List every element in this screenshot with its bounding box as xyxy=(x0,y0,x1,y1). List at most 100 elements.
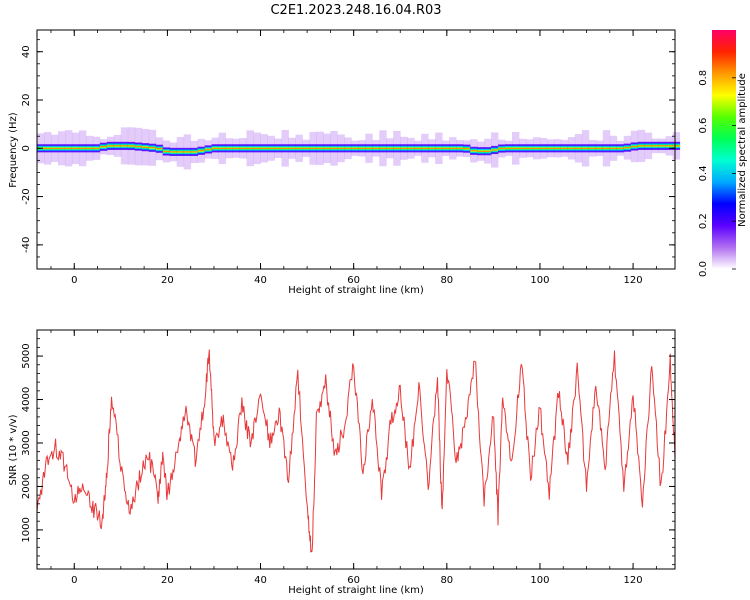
spectrogram-core-cell xyxy=(637,142,646,149)
spectrogram-core-cell xyxy=(456,145,464,152)
spectrogram-core-cell xyxy=(407,145,415,152)
spectrogram-core-cell xyxy=(246,145,254,152)
spectrogram-core-cell xyxy=(169,149,178,155)
colorbar-gradient xyxy=(712,30,736,269)
colorbar-tick-label: 0.4 xyxy=(698,165,709,181)
spectrogram-core-cell xyxy=(274,145,282,152)
spectrogram-core-cell xyxy=(505,145,513,152)
spectrogram-core-cell xyxy=(330,145,338,152)
spectrogram-core-cell xyxy=(267,145,275,152)
spectrogram-x-tick-label: 20 xyxy=(161,275,174,286)
spectrogram-core-cell xyxy=(78,145,87,152)
spectrogram-x-axis: 0 20 40 60 80 100 120 xyxy=(50,30,657,286)
spectrogram-core-cell xyxy=(532,145,541,152)
snr-y-axis: 1000 2000 3000 4000 5000 xyxy=(21,329,675,566)
spectrogram-panel: 0 20 40 60 80 100 120 -40 -20 0 20 40 Height of st… xyxy=(8,29,681,296)
spectrogram-core-cell xyxy=(665,142,674,149)
spectrogram-core-cell xyxy=(64,145,73,152)
spectrogram-core-cell xyxy=(302,145,310,152)
spectrogram-core-cell xyxy=(470,147,478,154)
snr-y-tick-label: 1000 xyxy=(21,517,32,542)
spectrogram-core-cell xyxy=(560,145,569,152)
spectrogram-core-cell xyxy=(365,145,373,152)
spectrogram-core-cell xyxy=(309,145,317,152)
spectrogram-x-tick-label: 60 xyxy=(347,275,360,286)
spectrogram-core-cell xyxy=(379,145,387,152)
snr-x-tick-label: 120 xyxy=(624,575,643,586)
spectrogram-core-cell xyxy=(162,148,171,155)
spectrogram-core-cell xyxy=(106,142,115,149)
spectrogram-core-cell xyxy=(672,142,681,149)
spectrogram-x-tick-label: 100 xyxy=(530,275,549,286)
spectrogram-core-cell xyxy=(43,145,52,152)
spectrogram-core-cell xyxy=(183,149,192,155)
spectrogram-core-cell xyxy=(57,145,66,152)
spectrogram-core-cell xyxy=(141,144,150,151)
spectrogram-core-cell xyxy=(546,145,555,152)
spectrogram-core-cell xyxy=(190,149,199,155)
snr-panel: 0 20 40 60 80 100 120 1000 2000 3000 4000 5000 Hei… xyxy=(8,329,676,596)
spectrogram-core-cell xyxy=(658,142,667,149)
spectrogram-core-cell xyxy=(581,145,590,152)
spectrogram-core-cell xyxy=(148,144,157,151)
spectrogram-core-cell xyxy=(602,145,611,152)
snr-x-tick-label: 40 xyxy=(254,575,267,586)
spectrogram-y-tick-label: -20 xyxy=(21,188,32,204)
spectrogram-core-cell xyxy=(372,145,380,152)
spectrogram-core-cell xyxy=(344,145,352,152)
spectrogram-core-cell xyxy=(113,142,122,149)
spectrogram-core-cell xyxy=(623,144,632,151)
snr-plot-area xyxy=(37,330,675,569)
spectrogram-core-cell xyxy=(253,145,261,152)
snr-x-tick-label: 60 xyxy=(347,575,360,586)
snr-x-tick-label: 80 xyxy=(440,575,453,586)
spectrogram-core-cell xyxy=(518,145,527,152)
spectrogram-core-cell xyxy=(85,145,94,152)
spectrogram-core-cell xyxy=(120,142,129,149)
spectrogram-x-axis-label: Height of straight line (km) xyxy=(288,285,424,296)
colorbar-tick-label: 0.6 xyxy=(698,118,709,134)
spectrogram-core-cell xyxy=(134,143,143,150)
snr-y-tick-label: 4000 xyxy=(21,387,32,412)
spectrogram-y-tick-label: 0 xyxy=(21,145,32,151)
spectrogram-core-cell xyxy=(71,145,80,152)
snr-y-tick-label: 3000 xyxy=(21,430,32,455)
snr-series-line xyxy=(36,349,676,553)
snr-x-tick-label: 0 xyxy=(71,575,77,586)
spectrogram-core-cell xyxy=(239,145,247,152)
spectrogram-core-cell xyxy=(428,145,436,152)
spectrogram-core-cell xyxy=(232,145,240,152)
spectrogram-core-cell xyxy=(567,145,576,152)
figure-title: C2E1.2023.248.16.04.R03 xyxy=(270,3,441,18)
spectrogram-core-cell xyxy=(477,148,485,155)
spectrogram-core-cell xyxy=(316,145,324,152)
spectrogram-core-cell xyxy=(288,145,296,152)
spectrogram-core-cell xyxy=(484,148,492,155)
spectrogram-core-cell xyxy=(218,145,227,152)
spectrogram-core-cell xyxy=(421,145,429,152)
spectrogram-core-cell xyxy=(358,145,366,152)
snr-x-tick-label: 20 xyxy=(161,575,174,586)
spectrogram-core-cell xyxy=(616,145,625,152)
spectrogram-y-axis-label: Frequency (Hz) xyxy=(8,112,19,188)
spectrogram-core-cell xyxy=(525,145,534,152)
spectrogram-core-cell xyxy=(574,145,583,152)
spectrogram-y-tick-label: -40 xyxy=(21,237,32,253)
spectrogram-core-cell xyxy=(323,145,331,152)
spectrogram-core-cell xyxy=(630,143,639,150)
spectrogram-core-cell xyxy=(225,145,233,152)
colorbar-tick-label: 0.0 xyxy=(698,261,709,277)
spectrogram-core-cell xyxy=(281,145,289,152)
spectrogram-core-cell xyxy=(644,142,653,149)
spectrogram-core-cell xyxy=(442,145,450,152)
colorbar-ticks: 0.0 0.2 0.4 0.6 0.8 xyxy=(698,70,736,277)
spectrogram-core-cell xyxy=(211,145,220,152)
spectrogram-core-cell xyxy=(260,145,268,152)
spectrogram-core-cell xyxy=(176,149,185,155)
spectrogram-core-cell xyxy=(99,143,108,150)
spectrogram-core-cell xyxy=(553,145,562,152)
snr-frame xyxy=(36,329,676,570)
spectrogram-x-tick-label: 40 xyxy=(254,275,267,286)
snr-x-axis-label: Height of straight line (km) xyxy=(288,585,424,596)
